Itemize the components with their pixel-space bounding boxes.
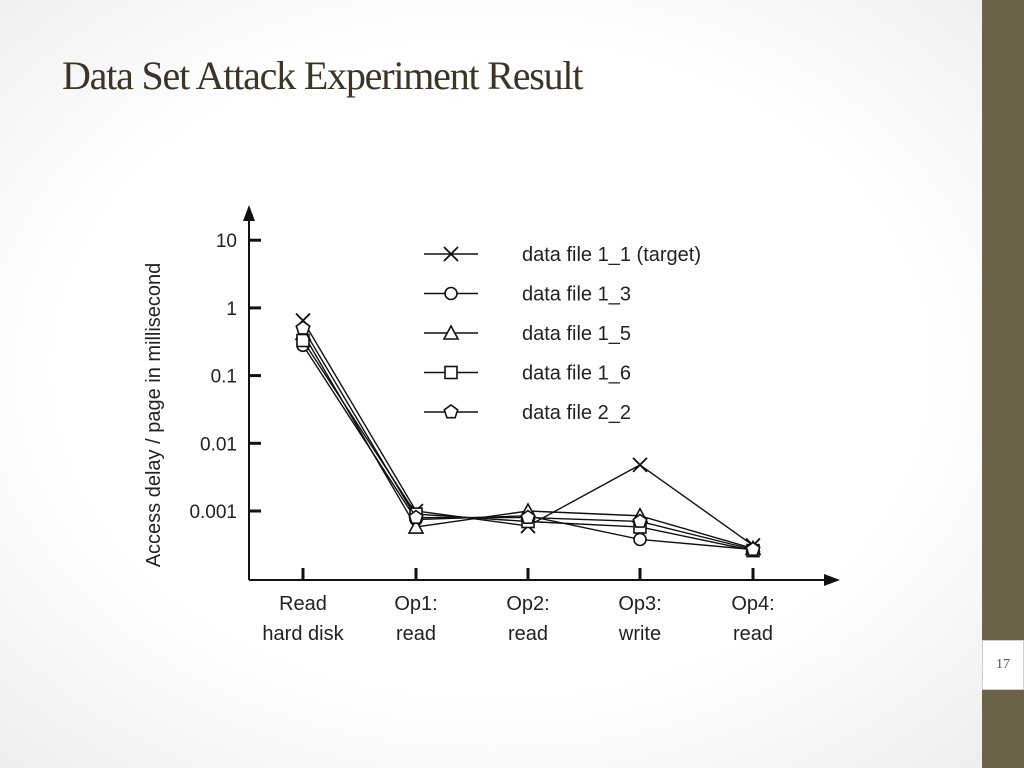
x-tick-label-3-line1: Op3: [618, 593, 661, 615]
y-axis-label: Access delay / page in millisecond [143, 263, 165, 568]
legend-label-1: data file 1_3 [522, 284, 631, 306]
x-axis-arrow [824, 574, 840, 586]
x-tick-label-4-line1: Op4: [731, 593, 774, 615]
legend-marker-4 [443, 404, 459, 419]
x-tick-label-3-line2: write [618, 623, 661, 645]
page-number: 17 [982, 640, 1024, 690]
legend-label-4: data file 2_2 [522, 402, 631, 424]
legend-label-0: data file 1_1 (target) [522, 244, 701, 266]
legend-marker-1 [444, 286, 458, 301]
y-tick-label-4: 0.001 [189, 502, 237, 523]
slide-title: Data Set Attack Experiment Result [62, 53, 583, 98]
y-tick-label-2: 0.1 [211, 367, 237, 388]
x-tick-label-2-line1: Op2: [506, 593, 549, 615]
x-tick-label-1-line2: read [396, 623, 436, 645]
x-tick-label-0-line1: Read [279, 593, 327, 615]
y-tick-label-1: 1 [226, 299, 237, 320]
legend-marker-3 [444, 365, 458, 380]
series-4-point-0 [295, 320, 311, 335]
x-tick-label-2-line2: read [508, 623, 548, 645]
series-1-point-3 [633, 532, 647, 547]
x-tick-label-4-line2: read [733, 623, 773, 645]
series-2-point-1 [407, 518, 425, 534]
legend-label-2: data file 1_5 [522, 323, 631, 345]
page-number-text: 17 [996, 657, 1010, 672]
series-4-point-4 [745, 541, 761, 557]
chart: 10 1 0.1 0.01 0.001 Access delay / page in mi… [143, 205, 840, 645]
legend-label-3: data file 1_6 [522, 363, 631, 385]
series-4-point-1 [408, 509, 424, 525]
series-0-point-3 [632, 457, 648, 473]
y-axis-arrow [243, 205, 255, 221]
series-4-point-2 [520, 509, 536, 525]
x-tick-label-0-line2: hard disk [262, 623, 344, 645]
series-4-point-3 [632, 513, 648, 528]
x-tick-label-1-line1: Op1: [394, 593, 437, 615]
legend-marker-2 [442, 324, 460, 340]
y-tick-label-3: 0.01 [200, 434, 237, 455]
legend-marker-0 [443, 246, 459, 262]
y-tick-label-0: 10 [216, 231, 237, 252]
